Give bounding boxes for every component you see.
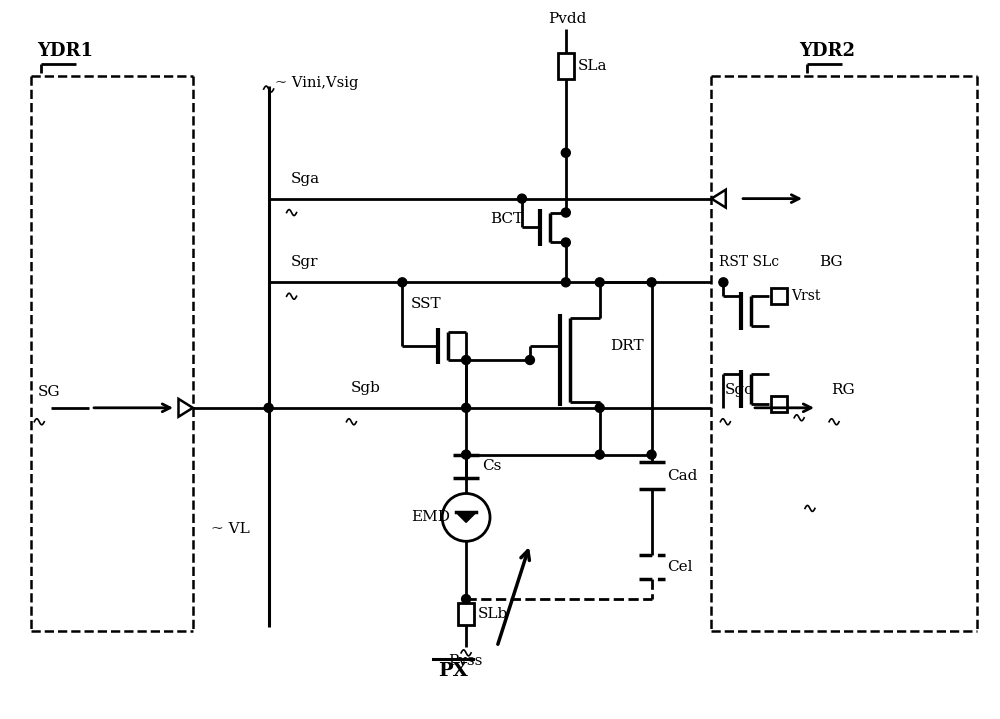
Text: BG: BG — [819, 255, 843, 270]
Text: SLa: SLa — [578, 59, 607, 73]
Text: YDR1: YDR1 — [37, 42, 93, 60]
Text: RG: RG — [831, 383, 855, 397]
Text: Pvss: Pvss — [448, 654, 483, 668]
Circle shape — [595, 450, 604, 459]
Circle shape — [595, 403, 604, 412]
Text: SG: SG — [37, 385, 60, 399]
Circle shape — [595, 278, 604, 287]
Polygon shape — [178, 399, 193, 417]
Bar — [558, 53, 574, 79]
Circle shape — [647, 450, 656, 459]
Text: YDR2: YDR2 — [799, 42, 855, 60]
Circle shape — [462, 450, 471, 459]
Text: Sgb: Sgb — [350, 381, 380, 395]
Polygon shape — [711, 190, 726, 208]
Circle shape — [561, 208, 570, 217]
Text: Vrst: Vrst — [791, 289, 821, 303]
Text: RST SLc: RST SLc — [719, 255, 780, 270]
Circle shape — [647, 278, 656, 287]
Text: SST: SST — [410, 297, 441, 311]
Circle shape — [517, 194, 526, 203]
Circle shape — [462, 355, 471, 365]
Text: EMD: EMD — [411, 510, 450, 524]
Text: Sgc: Sgc — [724, 383, 753, 397]
Bar — [458, 603, 474, 625]
Bar — [771, 288, 787, 304]
Text: Cs: Cs — [482, 459, 501, 472]
Text: BCT: BCT — [490, 211, 523, 226]
Circle shape — [561, 238, 570, 247]
Text: Pvdd: Pvdd — [548, 12, 586, 27]
Text: ~ VL: ~ VL — [211, 522, 250, 536]
Text: Cel: Cel — [668, 560, 693, 574]
Circle shape — [264, 403, 273, 412]
Text: Sga: Sga — [291, 172, 320, 186]
Bar — [771, 396, 787, 412]
Circle shape — [561, 148, 570, 157]
Polygon shape — [456, 513, 476, 523]
Circle shape — [561, 278, 570, 287]
Text: SLb: SLb — [478, 607, 508, 621]
Circle shape — [398, 278, 407, 287]
Circle shape — [525, 355, 534, 365]
Circle shape — [462, 403, 471, 412]
Text: PX: PX — [438, 661, 468, 679]
Circle shape — [462, 595, 471, 603]
Text: Cad: Cad — [668, 469, 698, 482]
Text: DRT: DRT — [610, 339, 643, 353]
Circle shape — [719, 278, 728, 287]
Text: ~ Vini,Vsig: ~ Vini,Vsig — [275, 76, 358, 90]
Text: Sgr: Sgr — [291, 255, 318, 270]
